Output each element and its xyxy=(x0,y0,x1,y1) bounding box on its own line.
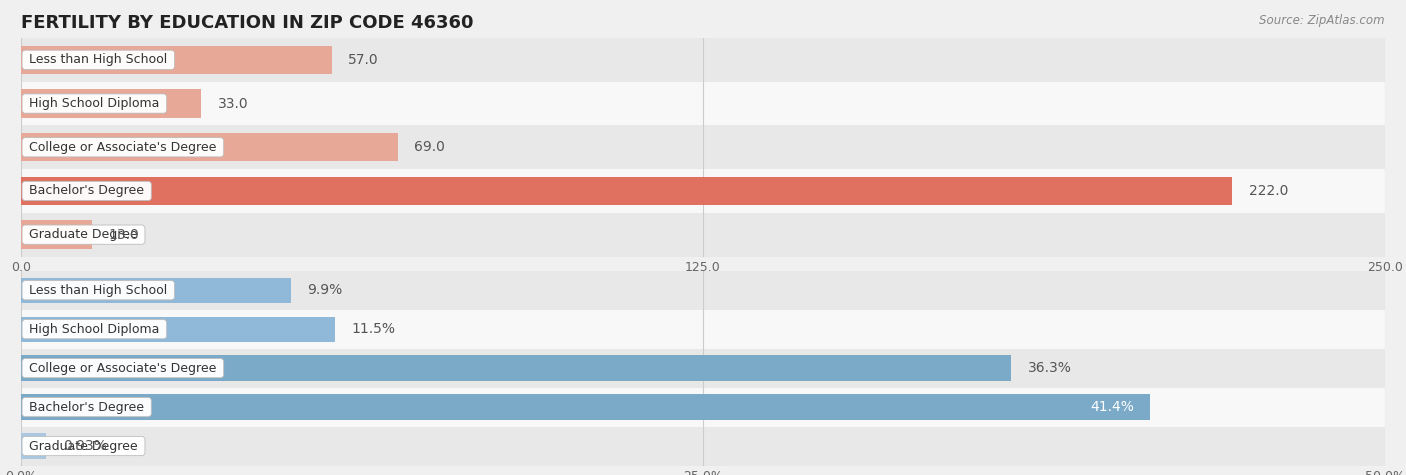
Text: 36.3%: 36.3% xyxy=(1028,361,1071,375)
Bar xyxy=(21,177,1232,205)
Text: 33.0: 33.0 xyxy=(218,96,247,111)
Text: Graduate Degree: Graduate Degree xyxy=(25,228,142,241)
Bar xyxy=(21,220,91,249)
Bar xyxy=(21,213,1385,256)
Bar xyxy=(21,38,1385,82)
Bar xyxy=(21,89,201,118)
Text: Less than High School: Less than High School xyxy=(25,53,172,67)
Text: 57.0: 57.0 xyxy=(349,53,380,67)
Text: FERTILITY BY EDUCATION IN ZIP CODE 46360: FERTILITY BY EDUCATION IN ZIP CODE 46360 xyxy=(21,14,474,32)
Bar xyxy=(21,46,332,74)
Text: College or Associate's Degree: College or Associate's Degree xyxy=(25,361,221,375)
Bar xyxy=(21,125,1385,169)
Text: 222.0: 222.0 xyxy=(1249,184,1288,198)
Text: Bachelor's Degree: Bachelor's Degree xyxy=(25,184,148,198)
Bar xyxy=(21,82,1385,125)
Text: 41.4%: 41.4% xyxy=(1090,400,1135,414)
Text: 9.9%: 9.9% xyxy=(308,283,343,297)
Text: High School Diploma: High School Diploma xyxy=(25,323,163,336)
Text: Source: ZipAtlas.com: Source: ZipAtlas.com xyxy=(1260,14,1385,27)
Bar xyxy=(21,133,398,162)
Text: 13.0: 13.0 xyxy=(108,228,139,242)
Text: College or Associate's Degree: College or Associate's Degree xyxy=(25,141,221,154)
Bar xyxy=(21,316,335,342)
Bar xyxy=(21,394,1150,420)
Text: High School Diploma: High School Diploma xyxy=(25,97,163,110)
Text: 11.5%: 11.5% xyxy=(352,322,395,336)
Bar xyxy=(21,169,1385,213)
Text: 69.0: 69.0 xyxy=(413,140,444,154)
Bar xyxy=(21,349,1385,388)
Bar xyxy=(21,277,291,303)
Bar xyxy=(21,271,1385,310)
Bar xyxy=(21,388,1385,427)
Text: Less than High School: Less than High School xyxy=(25,284,172,297)
Text: 0.93%: 0.93% xyxy=(63,439,107,453)
Bar xyxy=(21,433,46,459)
Text: Graduate Degree: Graduate Degree xyxy=(25,439,142,453)
Bar xyxy=(21,355,1011,381)
Bar xyxy=(21,310,1385,349)
Text: Bachelor's Degree: Bachelor's Degree xyxy=(25,400,148,414)
Bar xyxy=(21,427,1385,466)
